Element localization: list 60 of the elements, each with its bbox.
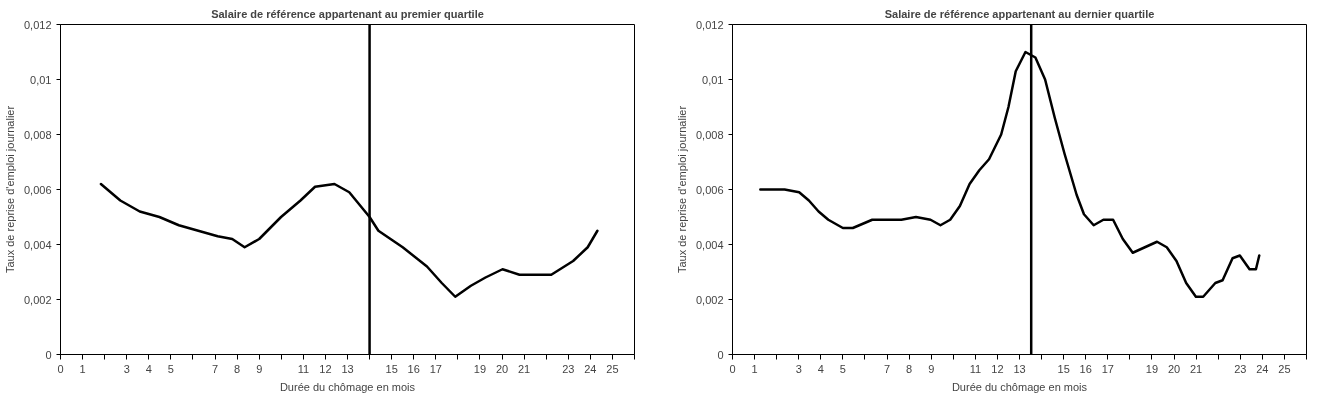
x-tick-label: 17	[429, 362, 442, 375]
x-tick-label: 4	[145, 362, 152, 375]
y-tick-label: 0,006	[23, 183, 52, 196]
x-tick-label: 17	[1101, 362, 1114, 375]
x-tick-label: 4	[817, 362, 824, 375]
y-tick-label: 0,01	[702, 73, 724, 86]
chart-title: Salaire de référence appartenant au dernier quartile	[884, 7, 1155, 20]
x-tick-label: 23	[1234, 362, 1247, 375]
x-tick-label: 11	[969, 362, 982, 375]
x-tick-label: 21	[1190, 362, 1203, 375]
y-tick-label: 0,004	[23, 238, 52, 251]
y-tick-label: 0,002	[23, 293, 52, 306]
x-tick-label: 25	[1278, 362, 1291, 375]
x-tick-label: 9	[928, 362, 935, 375]
x-tick-label: 1	[751, 362, 758, 375]
x-tick-label: 25	[606, 362, 619, 375]
y-tick-label: 0,008	[695, 128, 724, 141]
x-tick-label: 12	[319, 362, 332, 375]
x-tick-label: 5	[167, 362, 174, 375]
y-tick-label: 0,004	[695, 238, 724, 251]
x-tick-label: 13	[341, 362, 354, 375]
y-tick-label: 0	[717, 348, 724, 361]
x-tick-label: 11	[297, 362, 310, 375]
x-tick-label: 7	[883, 362, 891, 375]
x-tick-label: 24	[584, 362, 597, 375]
y-tick-label: 0	[45, 348, 52, 361]
x-tick-label: 19	[1145, 362, 1159, 375]
chart-title: Salaire de référence appartenant au premier quartile	[211, 7, 484, 20]
x-tick-label: 21	[518, 362, 531, 375]
x-tick-label: 20	[495, 362, 509, 375]
x-tick-label: 0	[729, 362, 736, 375]
x-tick-label: 0	[57, 362, 64, 375]
x-tick-label: 3	[123, 362, 130, 375]
x-axis-title: Durée du chômage en mois	[279, 380, 416, 393]
x-tick-label: 12	[991, 362, 1004, 375]
x-tick-label: 20	[1167, 362, 1181, 375]
x-tick-label: 23	[562, 362, 575, 375]
y-tick-label: 0,01	[30, 73, 52, 86]
y-tick-label: 0,012	[695, 18, 724, 31]
x-tick-label: 1	[79, 362, 86, 375]
x-tick-label: 15	[385, 362, 398, 375]
x-tick-label: 8	[234, 362, 241, 375]
x-tick-label: 16	[407, 362, 420, 375]
x-tick-label: 9	[256, 362, 263, 375]
y-tick-label: 0,002	[695, 293, 724, 306]
x-axis-title: Durée du chômage en mois	[951, 380, 1088, 393]
x-tick-label: 7	[211, 362, 219, 375]
y-tick-label: 0,008	[23, 128, 52, 141]
y-axis-title: Taux de reprise d'emploi journalier	[675, 105, 688, 274]
x-tick-label: 16	[1079, 362, 1092, 375]
y-tick-label: 0,012	[23, 18, 52, 31]
x-tick-label: 13	[1013, 362, 1026, 375]
x-tick-label: 3	[795, 362, 802, 375]
y-axis-title: Taux de reprise d'emploi journalier	[3, 105, 16, 274]
x-tick-label: 5	[839, 362, 846, 375]
x-tick-label: 15	[1057, 362, 1070, 375]
x-tick-label: 24	[1256, 362, 1269, 375]
x-tick-label: 19	[473, 362, 487, 375]
y-tick-label: 0,006	[695, 183, 724, 196]
x-tick-label: 8	[906, 362, 913, 375]
